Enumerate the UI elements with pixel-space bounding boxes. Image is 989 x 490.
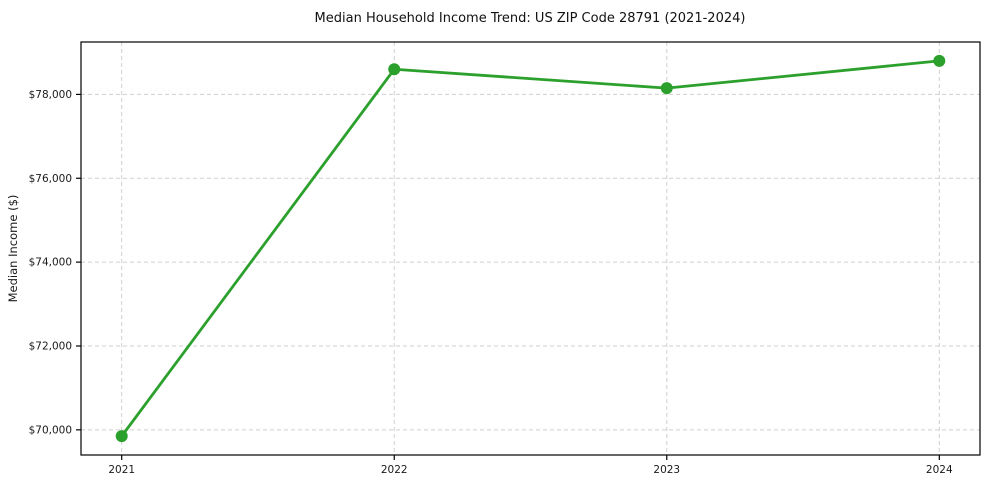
data-point-2022 — [388, 63, 401, 76]
x-tick-label: 2024 — [926, 464, 953, 476]
y-axis-title: Median Income ($) — [6, 195, 20, 303]
data-point-2023 — [660, 82, 673, 95]
data-points — [115, 54, 946, 443]
y-tick-label: $76,000 — [29, 173, 72, 185]
x-tick-label: 2021 — [108, 464, 135, 476]
data-point-2021 — [115, 430, 128, 443]
trend-polyline — [120, 59, 941, 438]
y-tick-label: $70,000 — [29, 424, 72, 436]
x-tick-label: 2022 — [381, 464, 408, 476]
plot-border — [80, 41, 981, 456]
tick-labels: $70,000 $72,000 $74,000 $76,000 $78,000 2021 2… — [29, 89, 953, 476]
trend-line — [120, 59, 941, 438]
y-tick-label: $78,000 — [29, 89, 72, 101]
y-tick-label: $72,000 — [29, 340, 72, 352]
x-tick-label: 2023 — [653, 464, 680, 476]
gridlines — [81, 42, 980, 455]
chart-title: Median Household Income Trend: US ZIP Co… — [315, 11, 746, 26]
axis-ticks — [76, 93, 940, 460]
data-point-2024 — [933, 54, 946, 67]
y-tick-label: $74,000 — [29, 257, 72, 269]
